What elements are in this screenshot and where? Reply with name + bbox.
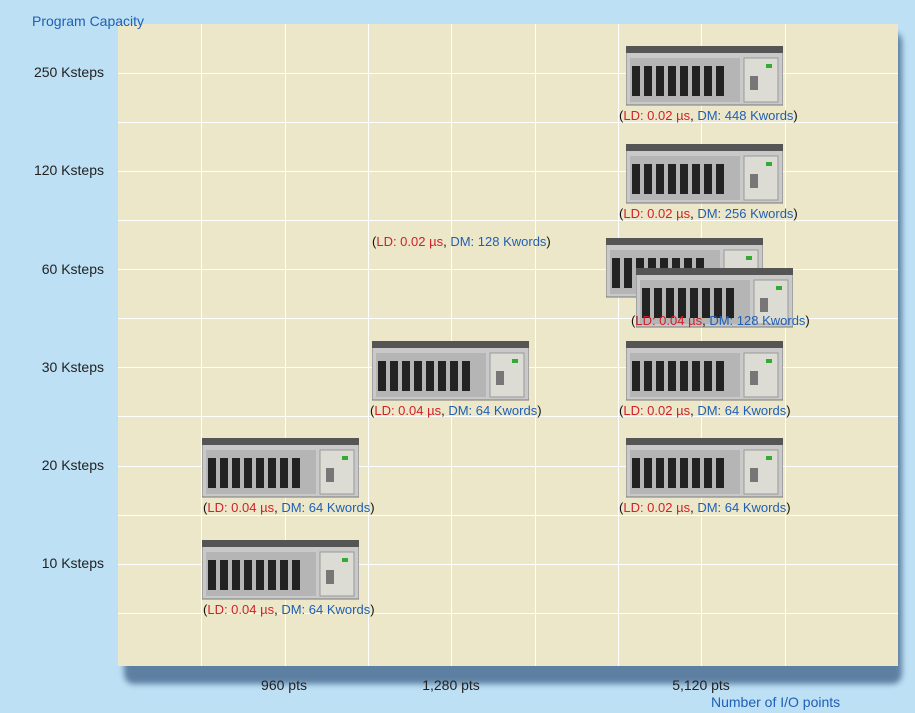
spec-label: (LD: 0.04 µs, DM: 64 Kwords): [370, 403, 542, 418]
dm-capacity-label: DM: 64 Kwords: [281, 500, 371, 515]
grid-line-horizontal: [118, 171, 898, 172]
grid-line-vertical: [535, 24, 536, 666]
grid-line-horizontal: [118, 269, 898, 270]
x-tick-1280-pts: 1,280 pts: [422, 677, 480, 693]
grid-line-vertical: [785, 24, 786, 666]
dm-capacity-label: DM: 64 Kwords: [697, 500, 787, 515]
grid-line-vertical: [368, 24, 369, 666]
grid-line-horizontal: [118, 73, 898, 74]
dm-capacity-label: DM: 128 Kwords: [709, 313, 806, 328]
grid-line-vertical: [285, 24, 286, 666]
x-tick-960-pts: 960 pts: [261, 677, 307, 693]
ld-speed-label: LD: 0.04 µs: [207, 602, 275, 617]
plc-rack-icon: [635, 268, 794, 328]
grid-line-horizontal: [118, 564, 898, 565]
y-tick-30-ksteps: 30 Ksteps: [41, 359, 104, 375]
dm-capacity-label: DM: 64 Kwords: [281, 602, 371, 617]
plc-unit-mark: [625, 144, 784, 204]
plc-rack-icon: [371, 341, 530, 401]
plc-rack-icon: [625, 341, 784, 401]
grid-line-horizontal: [118, 220, 898, 221]
dm-capacity-label: DM: 128 Kwords: [450, 234, 547, 249]
plc-unit-mark: [625, 438, 784, 498]
x-tick-5120-pts: 5,120 pts: [672, 677, 730, 693]
ld-speed-label: LD: 0.04 µs: [635, 313, 703, 328]
y-tick-10-ksteps: 10 Ksteps: [41, 555, 104, 571]
plc-unit-mark: [625, 46, 784, 106]
grid-line-horizontal: [118, 466, 898, 467]
grid-line-horizontal: [118, 613, 898, 614]
grid-line-horizontal: [118, 122, 898, 123]
spec-label: (LD: 0.02 µs, DM: 448 Kwords): [619, 108, 798, 123]
grid-line-horizontal: [118, 515, 898, 516]
grid-line-vertical: [618, 24, 619, 666]
spec-label: (LD: 0.02 µs, DM: 128 Kwords): [372, 234, 551, 249]
grid-line-horizontal: [118, 416, 898, 417]
plc-unit-mark: [635, 268, 794, 328]
dm-capacity-label: DM: 64 Kwords: [448, 403, 538, 418]
dm-capacity-label: DM: 256 Kwords: [697, 206, 794, 221]
plc-unit-mark: [201, 540, 360, 600]
plc-unit-mark: [625, 341, 784, 401]
ld-speed-label: LD: 0.02 µs: [623, 500, 691, 515]
plc-rack-icon: [625, 46, 784, 106]
plc-rack-icon: [625, 144, 784, 204]
ld-speed-label: LD: 0.04 µs: [207, 500, 275, 515]
ld-speed-label: LD: 0.04 µs: [374, 403, 442, 418]
spec-label: (LD: 0.02 µs, DM: 64 Kwords): [619, 403, 791, 418]
y-tick-20-ksteps: 20 Ksteps: [41, 457, 104, 473]
x-axis-title: Number of I/O points: [711, 694, 841, 710]
y-axis-title: Program Capacity: [32, 13, 145, 29]
plc-unit-mark: [371, 341, 530, 401]
grid-line-vertical: [201, 24, 202, 666]
ld-speed-label: LD: 0.02 µs: [623, 403, 691, 418]
ld-speed-label: LD: 0.02 µs: [623, 206, 691, 221]
plc-unit-mark: [201, 438, 360, 498]
dm-capacity-label: DM: 448 Kwords: [697, 108, 794, 123]
ld-speed-label: LD: 0.02 µs: [623, 108, 691, 123]
spec-label: (LD: 0.02 µs, DM: 64 Kwords): [619, 500, 791, 515]
grid-line-horizontal: [118, 318, 898, 319]
plc-rack-icon: [201, 438, 360, 498]
y-tick-250-ksteps: 250 Ksteps: [33, 64, 104, 80]
spec-label: (LD: 0.04 µs, DM: 128 Kwords): [631, 313, 810, 328]
ld-speed-label: LD: 0.02 µs: [376, 234, 444, 249]
plc-rack-icon: [201, 540, 360, 600]
spec-label: (LD: 0.04 µs, DM: 64 Kwords): [203, 500, 375, 515]
y-tick-60-ksteps: 60 Ksteps: [41, 261, 104, 277]
y-tick-120-ksteps: 120 Ksteps: [33, 162, 104, 178]
spec-label: (LD: 0.02 µs, DM: 256 Kwords): [619, 206, 798, 221]
dm-capacity-label: DM: 64 Kwords: [697, 403, 787, 418]
spec-label: (LD: 0.04 µs, DM: 64 Kwords): [203, 602, 375, 617]
plc-rack-icon: [625, 438, 784, 498]
